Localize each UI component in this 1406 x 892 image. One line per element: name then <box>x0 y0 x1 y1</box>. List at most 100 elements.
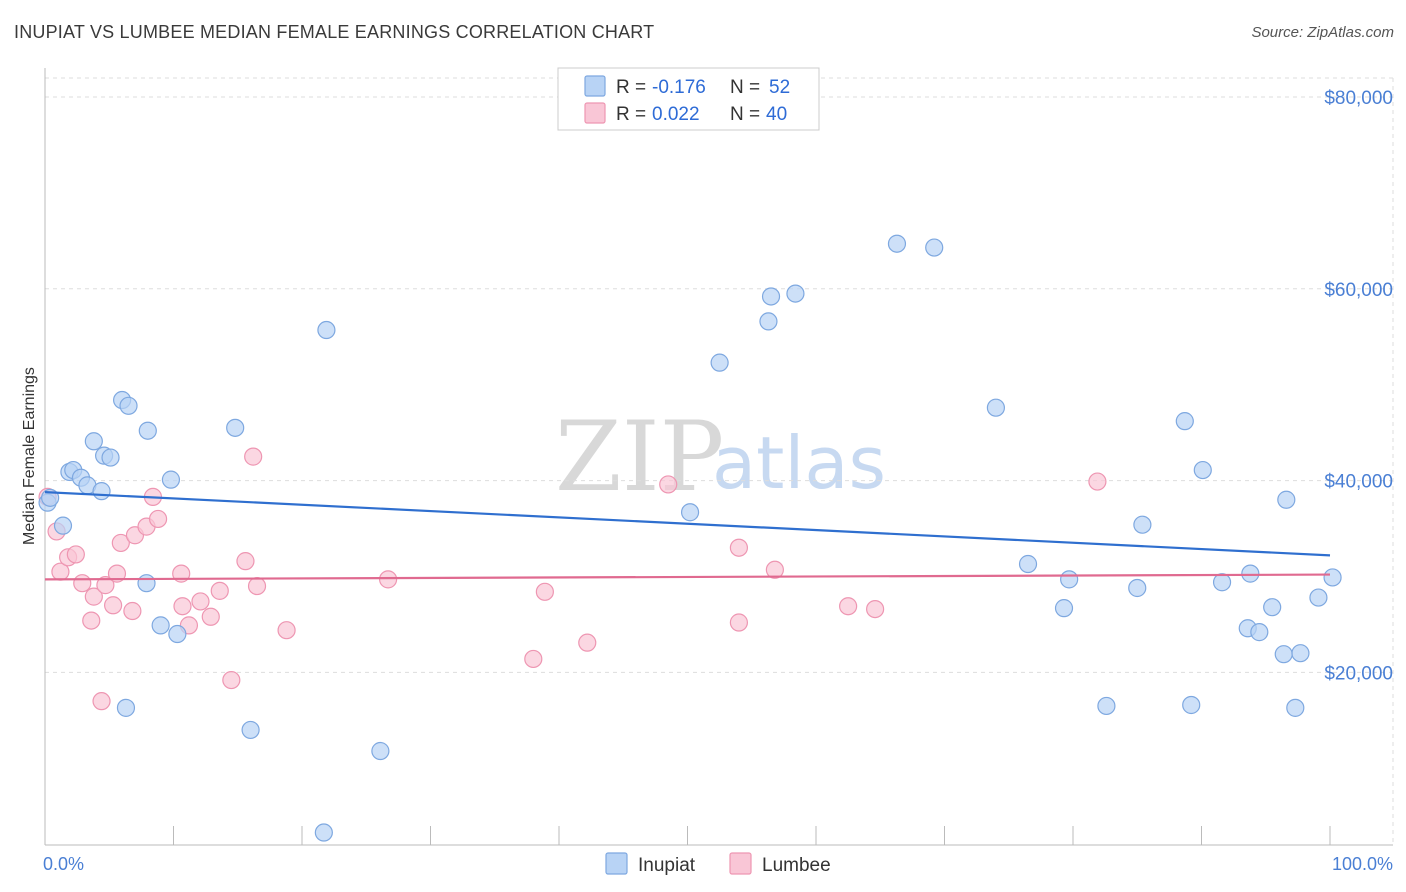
inupiat-point <box>168 624 187 644</box>
legend-r-label-lumbee: R = <box>616 104 646 125</box>
inupiat-point <box>1054 599 1074 618</box>
inupiat-point <box>371 741 390 761</box>
inupiat-point <box>53 516 73 535</box>
watermark-atlas: atlas <box>712 421 886 505</box>
inupiat-point <box>1018 554 1038 574</box>
lumbee-point <box>104 596 123 615</box>
lumbee-point <box>1088 472 1107 491</box>
chart-title: INUPIAT VS LUMBEE MEDIAN FEMALE EARNINGS… <box>14 22 655 42</box>
legend-r-value-inupiat: -0.176 <box>652 77 706 98</box>
lumbee-point <box>66 545 85 564</box>
inupiat-point <box>116 698 136 717</box>
lumbee-point <box>839 597 858 616</box>
x-tick-label: 100.0% <box>1332 854 1393 874</box>
watermark-zip: ZIP <box>555 401 724 513</box>
lumbee-point <box>111 533 130 553</box>
inupiat-point <box>925 238 944 257</box>
lumbee-point <box>222 670 241 690</box>
inupiat-point <box>1250 623 1269 642</box>
y-tick-label: $20,000 <box>1324 663 1393 684</box>
inupiat-point <box>1060 570 1079 589</box>
inupiat-point <box>317 320 336 340</box>
inupiat-point <box>1241 564 1260 583</box>
inupiat-point <box>314 823 333 842</box>
inupiat-point <box>151 616 170 635</box>
lumbee-point <box>244 447 263 466</box>
inupiat-point <box>1274 645 1293 664</box>
lumbee-point <box>236 552 255 571</box>
inupiat-point <box>986 398 1006 417</box>
inupiat-point <box>1182 695 1201 715</box>
inupiat-point <box>761 287 781 306</box>
lumbee-point <box>524 649 543 669</box>
bottom-legend-label-inupiat: Inupiat <box>638 855 696 876</box>
inupiat-point <box>241 720 260 740</box>
lumbee-point <box>173 597 192 616</box>
inupiat-point <box>1277 490 1296 509</box>
lumbee-point <box>148 509 168 529</box>
lumbee-point <box>578 633 597 652</box>
lumbee-point <box>210 581 229 600</box>
inupiat-point <box>1128 578 1147 598</box>
inupiat-point <box>759 312 778 331</box>
lumbee-point <box>866 599 885 619</box>
inupiat-point <box>137 574 156 593</box>
y-tick-label: $80,000 <box>1324 88 1393 109</box>
lumbee-point <box>277 621 296 640</box>
lumbee-point <box>729 538 749 557</box>
inupiat-point <box>1323 568 1342 587</box>
series-legend: Inupiat Lumbee <box>605 852 831 876</box>
inupiat-point <box>1309 588 1328 607</box>
legend-n-value-lumbee: 40 <box>766 104 787 125</box>
trend-line-lumbee <box>44 573 1331 581</box>
legend-n-label-lumbee: N = <box>730 104 760 125</box>
trend-line-inupiat <box>44 490 1331 557</box>
lumbee-point <box>378 570 398 589</box>
inupiat-point <box>1291 644 1310 663</box>
legend-r-label-inupiat: R = <box>616 77 646 98</box>
inupiat-point <box>84 432 103 451</box>
lumbee-point <box>191 592 210 611</box>
lumbee-point <box>535 582 554 601</box>
bottom-legend-swatch-lumbee <box>729 852 752 875</box>
trend-lines <box>44 490 1331 581</box>
inupiat-point <box>680 503 700 522</box>
legend-n-value-inupiat: 52 <box>769 77 790 98</box>
lumbee-point <box>107 564 127 583</box>
inupiat-point <box>887 234 907 253</box>
lumbee-point <box>123 601 142 621</box>
lumbee-point <box>84 587 103 606</box>
inupiat-point <box>138 421 157 440</box>
inupiat-point <box>119 396 138 415</box>
lumbee-point <box>73 574 92 593</box>
legend-r-value-lumbee: 0.022 <box>652 104 700 125</box>
inupiat-point <box>101 448 120 467</box>
y-tick-label: $60,000 <box>1324 280 1393 301</box>
inupiat-point <box>1286 698 1305 717</box>
y-axis-label: Median Female Earnings <box>21 367 38 545</box>
inupiat-point <box>1133 515 1152 534</box>
lumbee-point <box>729 613 749 632</box>
lumbee-point <box>82 611 101 630</box>
lumbee-point <box>201 607 220 626</box>
inupiat-point <box>786 284 805 303</box>
inupiat-point <box>1212 573 1232 592</box>
y-tick-labels: $20,000 $40,000 $60,000 $80,000 <box>1324 88 1393 684</box>
inupiat-point <box>1097 696 1116 716</box>
x-tick-labels: 0.0% 100.0% <box>43 854 1393 874</box>
lumbee-point <box>659 475 678 494</box>
inupiat-point <box>1175 412 1194 431</box>
legend-swatch-lumbee <box>584 102 606 124</box>
inupiat-point <box>161 470 181 489</box>
source-credit: Source: ZipAtlas.com <box>1251 24 1394 41</box>
inupiat-point <box>226 418 245 437</box>
inupiat-points <box>38 234 1342 842</box>
inupiat-point <box>92 482 111 501</box>
correlation-legend: R = -0.176 N = 52 R = 0.022 N = 40 <box>557 67 820 131</box>
lumbee-point <box>765 560 784 579</box>
bottom-legend-label-lumbee: Lumbee <box>762 855 831 876</box>
inupiat-point <box>1193 460 1212 480</box>
inupiat-point <box>710 353 729 372</box>
lumbee-point <box>247 576 267 596</box>
